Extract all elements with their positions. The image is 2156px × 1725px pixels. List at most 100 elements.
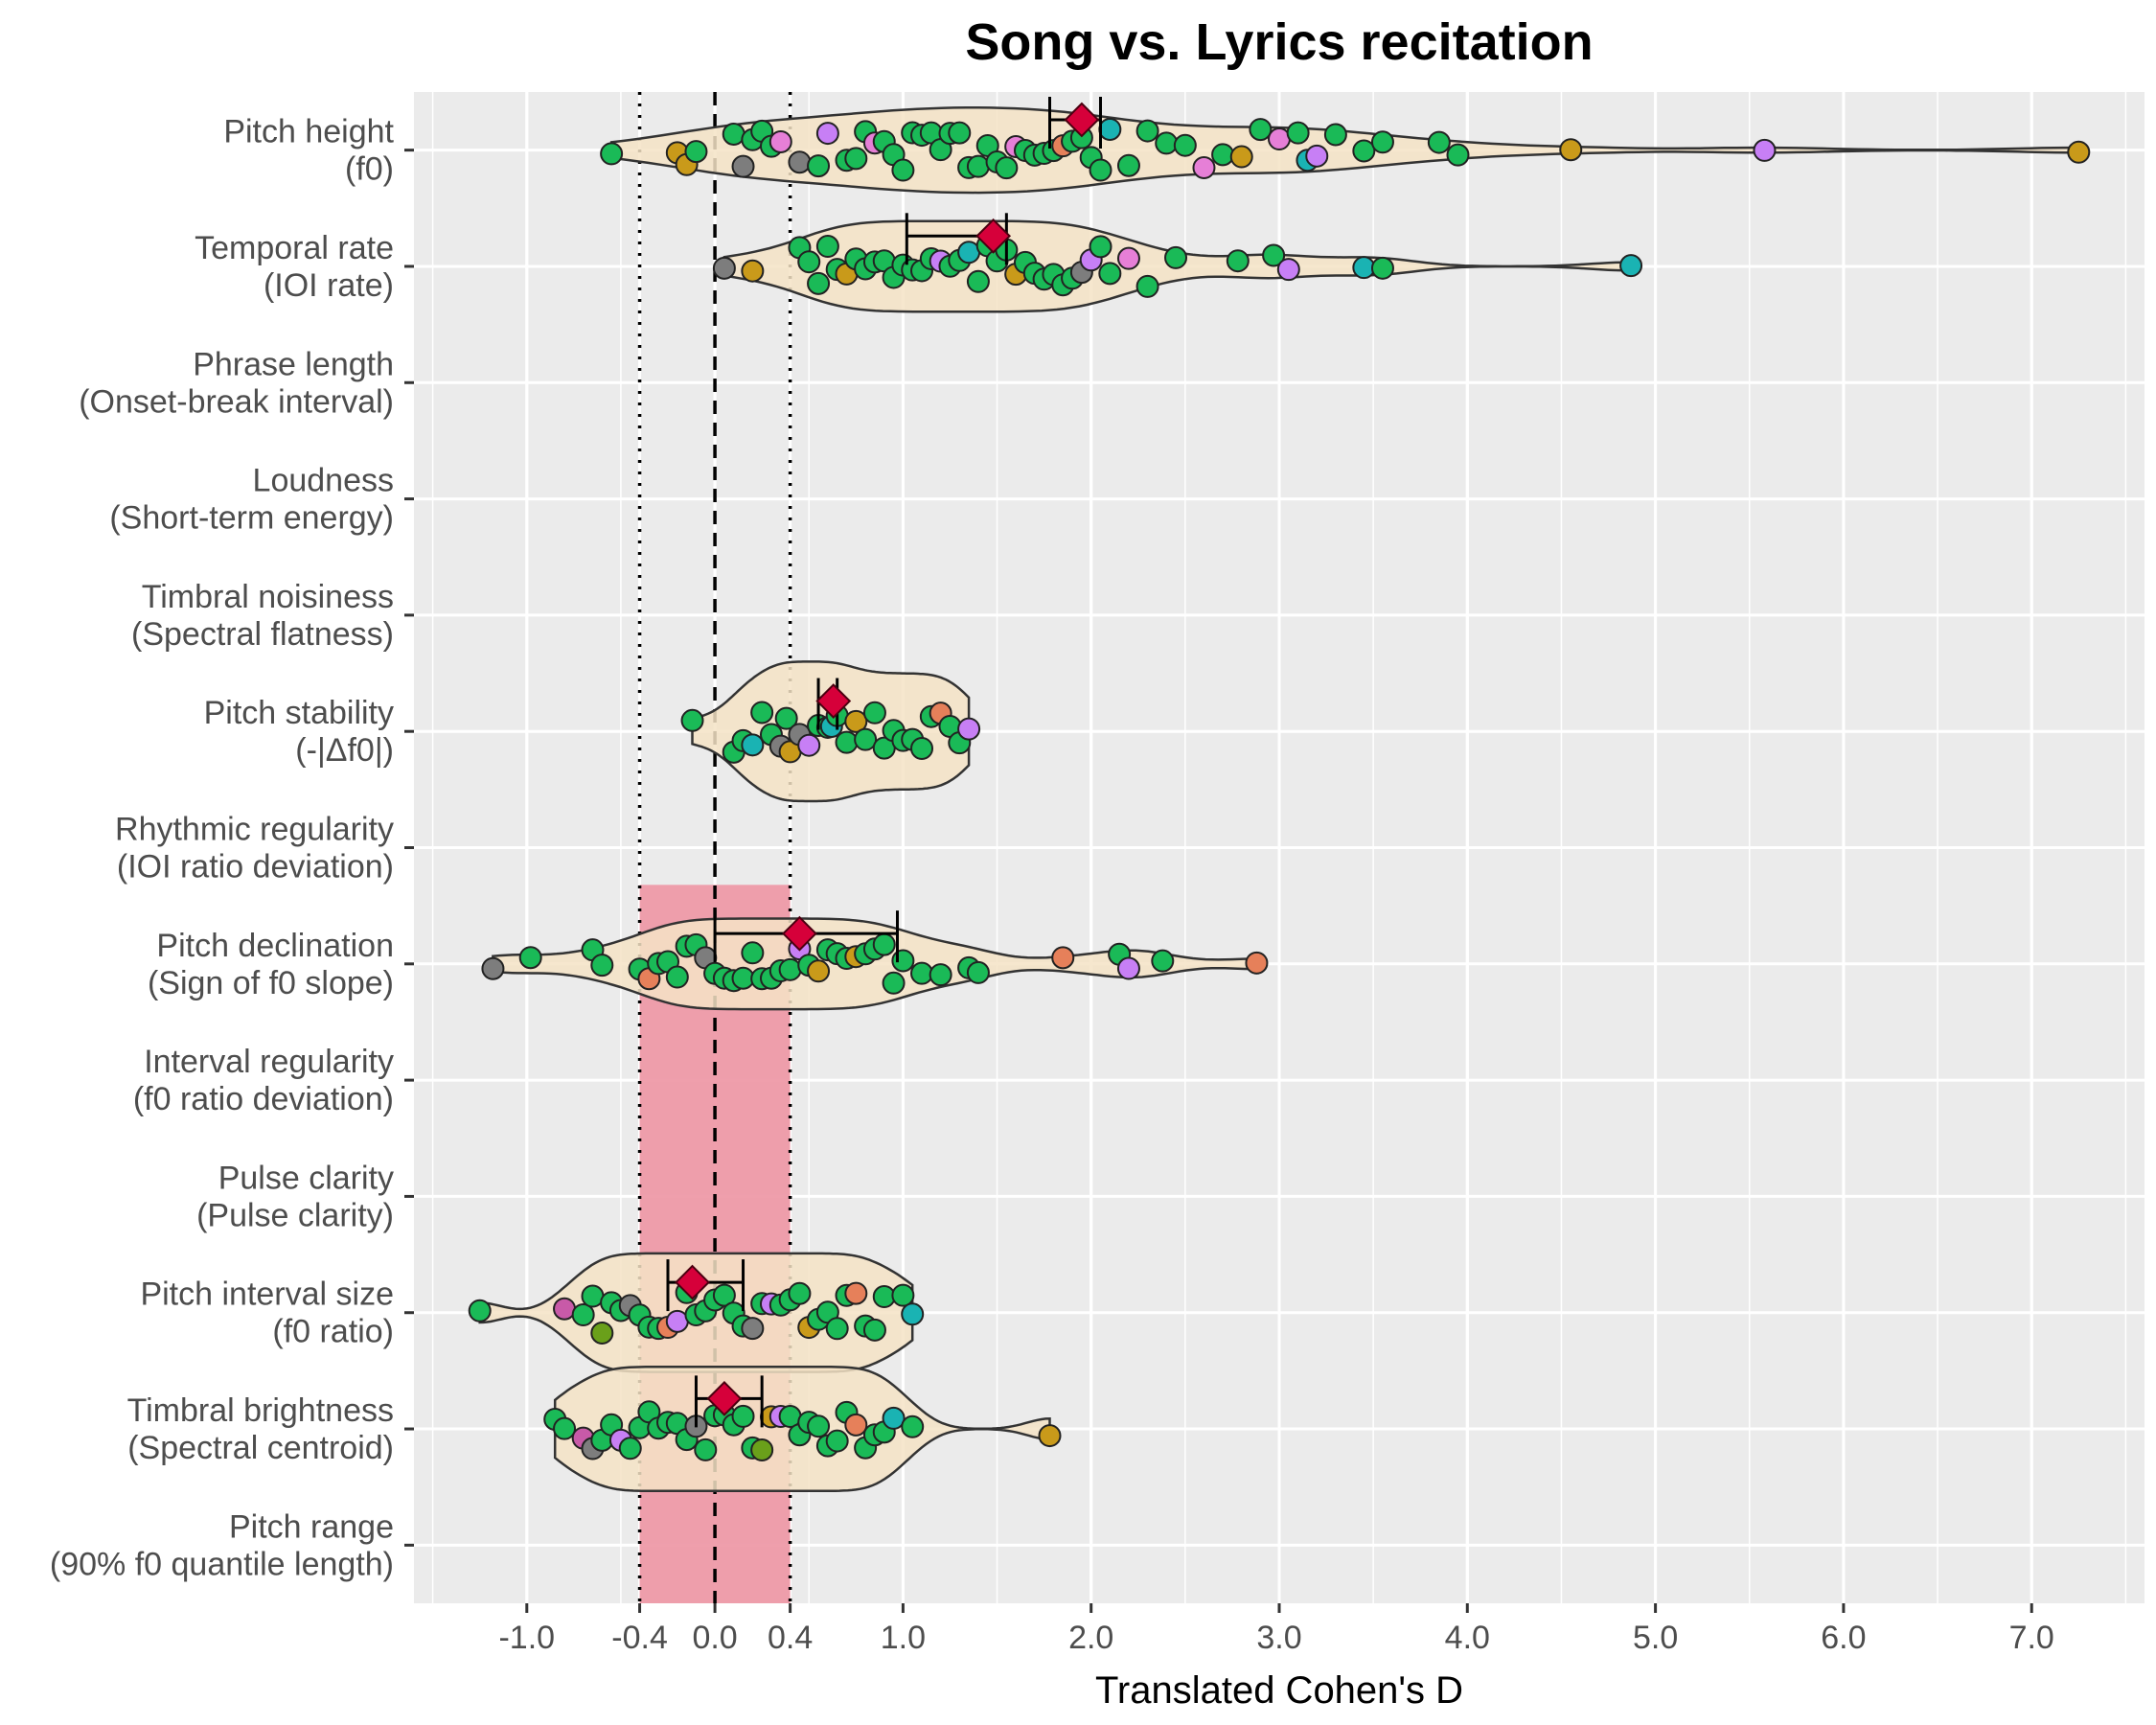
data-point [891, 949, 915, 973]
data-point [481, 956, 505, 980]
data-point [844, 147, 868, 171]
y-label-sub: (Short-term energy) [109, 500, 394, 537]
data-point [844, 1281, 868, 1305]
data-point [712, 1283, 736, 1307]
data-point [1276, 258, 1300, 282]
x-tick-label: 4.0 [1445, 1620, 1490, 1656]
y-label-sub: (f0) [345, 151, 394, 188]
mean-marker [782, 915, 817, 952]
data-point [553, 1416, 577, 1440]
data-point [1323, 123, 1347, 147]
data-point [797, 250, 821, 274]
data-point [1051, 946, 1075, 970]
y-label-name: Rhythmic regularity [115, 812, 394, 848]
data-point [1211, 143, 1235, 167]
data-point [1286, 121, 1310, 145]
data-point [862, 701, 886, 724]
y-label-name: Loudness [253, 463, 394, 499]
data-point [1262, 243, 1286, 267]
data-point [882, 971, 906, 995]
y-label-name: Temporal rate [195, 230, 394, 266]
data-point [741, 259, 765, 283]
x-axis-ticks: -1.0 -0.4 0.0 0.4 1.0 2.0 3.0 4.0 5.0 6.0 7.0 [498, 1603, 2054, 1656]
y-label-name: Interval regularity [144, 1044, 394, 1080]
y-label-sub: (Onset-break interval) [79, 383, 394, 420]
data-point [825, 1317, 849, 1341]
data-point [844, 709, 868, 733]
y-label-sub: (Spectral flatness) [131, 616, 394, 653]
y-label-sub: (f0 ratio) [272, 1314, 394, 1350]
y-label-sub: (Spectral centroid) [127, 1430, 394, 1466]
data-point [1116, 246, 1140, 270]
data-point [694, 1438, 718, 1461]
data-point [1192, 155, 1216, 179]
x-tick-label: 3.0 [1256, 1620, 1301, 1656]
data-point [1098, 117, 1122, 141]
data-point [571, 1303, 595, 1327]
data-point [1098, 262, 1122, 286]
data-point [1135, 274, 1159, 298]
data-point [590, 954, 614, 978]
mean-marker [706, 1380, 743, 1416]
y-label-sub: (-|Δf0|) [295, 732, 394, 769]
data-point [929, 963, 952, 987]
x-tick-label: 1.0 [881, 1620, 926, 1656]
data-point [731, 1404, 755, 1428]
mean-marker [815, 683, 852, 719]
data-point [590, 1321, 614, 1345]
data-point [1038, 1424, 1062, 1448]
data-point [1164, 245, 1188, 269]
data-point [712, 256, 736, 280]
data-point [1446, 143, 1470, 167]
y-label-sub: (f0 ratio deviation) [133, 1081, 394, 1117]
data-point [778, 957, 802, 981]
data-point [807, 1414, 831, 1438]
y-label-sub: (IOI ratio deviation) [117, 849, 394, 886]
x-tick-label: -0.4 [611, 1620, 668, 1656]
data-point [618, 1437, 642, 1460]
data-point [882, 1406, 906, 1430]
y-label-name: Pitch height [223, 114, 394, 150]
data-point [518, 946, 542, 970]
data-point [966, 960, 990, 984]
data-point [741, 941, 765, 965]
data-point [815, 235, 839, 259]
data-point [910, 961, 934, 985]
data-point [1226, 249, 1250, 273]
data-point [768, 129, 792, 153]
y-label-name: Phrase length [193, 346, 394, 382]
data-point [910, 736, 934, 760]
data-point [966, 154, 990, 178]
data-point [722, 122, 745, 146]
data-point [1427, 130, 1451, 154]
x-tick-label: 0.4 [768, 1620, 813, 1656]
data-point [901, 1302, 925, 1326]
x-tick-label: 0.0 [692, 1620, 737, 1656]
data-point [1151, 949, 1175, 973]
data-point [600, 142, 624, 166]
y-label-sub: (90% f0 quantile length) [50, 1546, 394, 1582]
data-point [854, 727, 878, 751]
data-point [1268, 127, 1291, 151]
data-point [957, 717, 981, 741]
data-point [680, 708, 704, 732]
data-point [891, 158, 915, 182]
x-tick-label: -1.0 [498, 1620, 555, 1656]
data-point [807, 271, 831, 295]
violins [468, 97, 2091, 1493]
data-point [750, 1438, 774, 1461]
data-point [1116, 153, 1140, 177]
data-point [1089, 158, 1112, 182]
data-point [750, 701, 774, 724]
data-point [835, 730, 859, 754]
data-point [1089, 235, 1112, 259]
data-point [1305, 144, 1329, 168]
data-point [741, 1317, 765, 1341]
data-point [1559, 138, 1583, 162]
data-point [1155, 131, 1179, 155]
chart-title: Song vs. Lyrics recitation [965, 13, 1593, 71]
data-point [665, 965, 689, 989]
data-point [788, 150, 812, 174]
data-point [1116, 956, 1140, 980]
